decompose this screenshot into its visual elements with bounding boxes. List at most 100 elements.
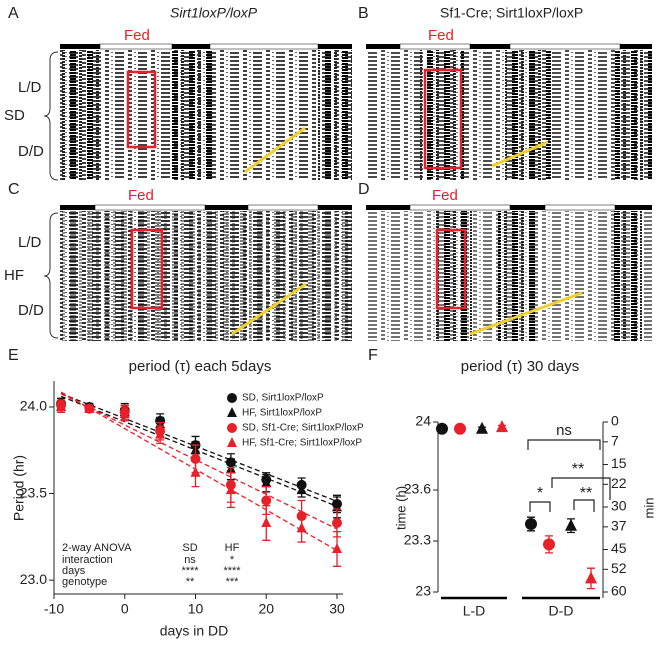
y2-tick-label: 45	[611, 540, 627, 556]
legend-label: SD, Sf1-Cre; Sirt1loxP/loxP	[242, 423, 364, 434]
table-header: SD	[182, 542, 197, 554]
table-cell: ns	[184, 554, 196, 566]
marker	[261, 517, 272, 527]
y2-tick-label: 15	[611, 455, 627, 471]
actogram-d	[366, 204, 652, 341]
panel-letter: B	[358, 5, 369, 22]
table-cell: genotype	[62, 576, 107, 588]
decoration	[99, 43, 173, 50]
fed-label: Fed	[428, 27, 454, 44]
marker	[225, 484, 236, 495]
legend-marker	[227, 423, 237, 433]
decoration	[247, 204, 319, 211]
table-header: 2-way ANOVA	[62, 542, 132, 554]
table-cell: ***	[226, 576, 240, 588]
marker	[454, 422, 466, 435]
panel-letter: F	[368, 347, 378, 364]
y-tick-label: 23	[415, 583, 431, 599]
significance: ns	[556, 422, 572, 439]
table-header: HF	[225, 542, 240, 554]
x-tick-label: 20	[258, 601, 274, 617]
row-label: SD	[4, 107, 25, 124]
actogram-b	[366, 43, 652, 180]
row-label: D/D	[18, 302, 44, 319]
decoration	[469, 291, 583, 336]
fed-label: Fed	[124, 27, 150, 44]
decoration	[573, 499, 595, 512]
y-axis-label: time (h)	[393, 486, 408, 530]
chart-title: period (τ) 30 days	[461, 358, 579, 375]
marker	[190, 466, 201, 477]
marker	[543, 538, 555, 551]
table-cell: ****	[181, 565, 199, 577]
decoration	[60, 211, 352, 341]
panel-letter: C	[8, 181, 20, 198]
marker	[476, 421, 488, 434]
x-axis-label: days in DD	[160, 623, 228, 639]
x-tick-label: 30	[329, 601, 345, 617]
decoration	[420, 50, 464, 180]
table-cell: interaction	[62, 554, 113, 566]
marker	[565, 518, 577, 531]
table-cell: **	[186, 576, 195, 588]
chart-title: period (τ) each 5days	[129, 358, 272, 375]
marker	[155, 428, 166, 439]
actogram-a	[60, 43, 352, 180]
significance-brackets	[527, 439, 611, 512]
decoration	[60, 205, 352, 210]
marker	[296, 522, 307, 533]
decoration	[509, 43, 621, 50]
y2-tick-label: 22	[611, 475, 627, 491]
y-tick-label: 24.0	[20, 398, 47, 414]
actogram-c	[60, 204, 352, 341]
marker	[261, 477, 272, 488]
marker	[436, 422, 448, 435]
decoration	[366, 44, 652, 49]
decoration	[527, 439, 601, 450]
marker	[496, 420, 508, 433]
panel-title: Sf1-Cre; Sirt1loxP/loxP	[440, 5, 583, 21]
decoration	[60, 44, 352, 49]
fed-label: Fed	[128, 187, 154, 204]
y-tick-label: 23.6	[404, 481, 431, 497]
significance: **	[580, 485, 592, 502]
y2-tick-label: 30	[611, 498, 627, 514]
decoration	[130, 228, 164, 310]
brace	[43, 51, 59, 181]
decoration	[60, 50, 100, 180]
significance: *	[537, 485, 543, 502]
y-tick-label: 23.5	[20, 484, 47, 500]
marker	[585, 571, 597, 584]
panel-letter: D	[358, 181, 370, 198]
decoration	[544, 204, 616, 211]
brace	[43, 212, 59, 339]
legend-label: SD, Sirt1loxP/loxP	[242, 393, 324, 404]
decoration	[318, 50, 352, 180]
y-axis-label: Period (hr)	[11, 455, 27, 521]
table-cell: *	[230, 554, 235, 566]
decoration	[170, 50, 212, 180]
trendline	[60, 391, 338, 552]
decoration	[409, 204, 511, 211]
y-tick-label: 23.3	[404, 532, 431, 548]
marker	[84, 402, 95, 413]
x-tick-label: -10	[44, 601, 64, 617]
x-tick-label: 10	[188, 601, 204, 617]
panel-letter: E	[8, 347, 19, 364]
decoration	[209, 43, 319, 50]
decoration	[231, 282, 307, 336]
legend-label: HF, Sf1-Cre; Sirt1loxP/loxP	[242, 438, 362, 449]
decoration	[498, 211, 538, 341]
table-cell: ****	[223, 565, 241, 577]
x-tick-label: L-D	[463, 603, 486, 619]
y2-tick-label: 37	[611, 518, 627, 534]
row-label: D/D	[18, 143, 44, 160]
decoration	[126, 70, 157, 149]
marker	[56, 400, 67, 411]
x-tick-label: 0	[121, 601, 129, 617]
y-tick-label: 23.0	[20, 571, 47, 587]
decoration	[551, 477, 611, 500]
